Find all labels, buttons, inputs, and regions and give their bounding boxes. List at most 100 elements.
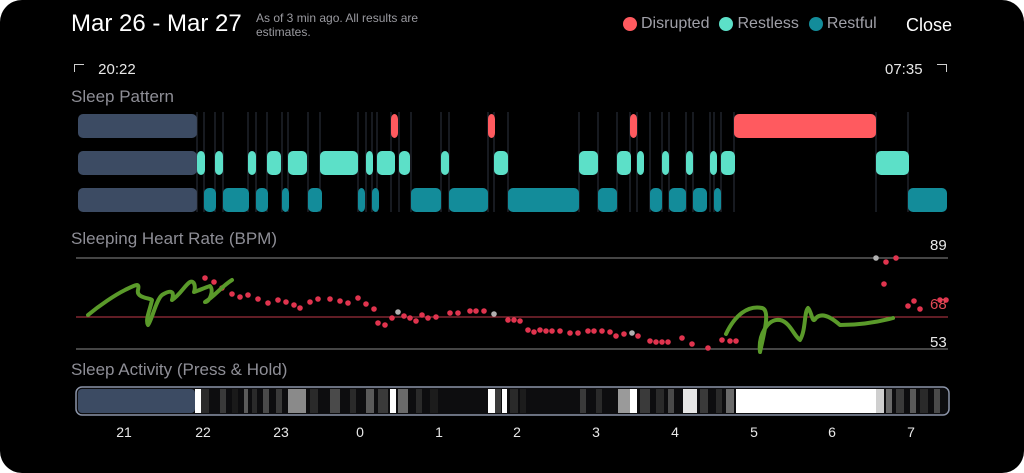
- hr-data-point: [455, 310, 461, 316]
- sleep-segment: [598, 188, 617, 212]
- sleep-segment: [714, 188, 721, 212]
- activity-slice: [934, 389, 940, 413]
- sleep-segment: [669, 188, 686, 212]
- activity-slice: [416, 389, 422, 413]
- end-bracket-icon: [936, 64, 947, 72]
- hr-data-point: [401, 313, 407, 319]
- hr-data-point: [705, 345, 711, 351]
- activity-slice: [495, 389, 501, 413]
- hr-data-point: [275, 297, 281, 303]
- start-time: 20:22: [98, 61, 136, 78]
- awake-segment: [78, 114, 197, 138]
- activity-slice: [668, 389, 674, 413]
- hr-data-point: [255, 296, 261, 302]
- sleep-segment: [358, 188, 365, 212]
- sleep-segment: [662, 151, 669, 175]
- sleep-segment: [710, 151, 717, 175]
- activity-slice: [502, 389, 507, 413]
- sleep-segment: [508, 188, 579, 212]
- hr-data-point: [419, 312, 425, 318]
- legend-label: Restless: [737, 15, 799, 32]
- hr-data-point: [467, 308, 473, 314]
- hr-data-point: [291, 302, 297, 308]
- hr-data-point: [917, 306, 923, 312]
- hr-data-point: [382, 322, 388, 328]
- restful-dot-icon: [808, 17, 823, 31]
- sleep-segment: [267, 151, 281, 175]
- heart-rate-title: Sleeping Heart Rate (BPM): [71, 229, 277, 248]
- end-time-label: 07:35: [885, 61, 947, 78]
- hr-data-point: [719, 337, 725, 343]
- activity-slice: [288, 389, 306, 413]
- hr-data-point: [473, 308, 479, 314]
- hour-tick-label: 22: [195, 424, 211, 440]
- start-bracket-icon: [74, 64, 84, 72]
- hr-data-point: [659, 339, 665, 345]
- sleep-segment: [650, 188, 662, 212]
- green-scribble-left: [86, 278, 234, 327]
- activity-slice: [244, 389, 248, 413]
- heart-rate-chart: [76, 255, 949, 351]
- hr-data-point: [613, 333, 619, 339]
- activity-slice: [232, 389, 238, 413]
- sleep-segment: [256, 188, 268, 212]
- hour-tick-label: 7: [907, 424, 915, 440]
- activity-slice: [195, 389, 201, 413]
- sleep-segment: [721, 151, 735, 175]
- end-time: 07:35: [885, 61, 923, 78]
- hr-data-point: [371, 306, 377, 312]
- sleep-segment: [876, 151, 909, 175]
- hr-data-point: [733, 338, 739, 344]
- hr-data-point: [389, 315, 395, 321]
- sleep-pattern-title: Sleep Pattern: [71, 87, 175, 106]
- hr-data-point: [937, 297, 943, 303]
- activity-slice: [736, 389, 876, 413]
- sleep-segment: [494, 151, 508, 175]
- hr-avg-label: 68: [930, 296, 947, 313]
- hr-data-point: [481, 308, 487, 314]
- sleep-segment: [579, 151, 598, 175]
- hr-data-point: [407, 315, 413, 321]
- sleep-segment: [372, 188, 379, 212]
- hr-data-point: [665, 339, 671, 345]
- hr-data-point: [599, 328, 605, 334]
- sleep-segment: [637, 151, 644, 175]
- hr-data-point: [557, 328, 563, 334]
- hr-data-point: [297, 305, 303, 311]
- hr-data-point: [575, 330, 581, 336]
- hr-data-point: [447, 310, 453, 316]
- activity-slice: [330, 389, 340, 413]
- hour-tick-label: 1: [435, 424, 443, 440]
- activity-slice: [726, 389, 734, 413]
- hr-data-point: [905, 303, 911, 309]
- activity-slice: [920, 389, 928, 413]
- hr-data-point: [245, 292, 251, 298]
- hr-data-point: [635, 333, 641, 339]
- activity-awake-block: [78, 389, 195, 413]
- hour-tick-label: 2: [513, 424, 521, 440]
- sleep-segment: [215, 151, 223, 175]
- activity-slice: [683, 389, 697, 413]
- hr-data-point: [413, 318, 419, 324]
- legend-label: Disrupted: [641, 15, 710, 32]
- sleep-segment: [223, 188, 249, 212]
- hr-data-point: [433, 314, 439, 320]
- date-range-title: Mar 26 - Mar 27: [71, 10, 242, 37]
- activity-slice: [220, 389, 226, 413]
- sleep-segment: [908, 188, 947, 212]
- hr-data-point: [629, 330, 635, 336]
- hr-data-point: [345, 300, 351, 306]
- hr-data-point: [355, 295, 361, 301]
- handwritten-annotation: [86, 278, 895, 354]
- hr-data-point: [883, 259, 889, 265]
- close-button[interactable]: Close: [906, 15, 953, 35]
- sleep-segment: [366, 151, 373, 175]
- hr-min-label: 53: [930, 334, 947, 351]
- legend-label: Restful: [826, 15, 877, 32]
- legend-disrupted: Disrupted: [623, 15, 709, 33]
- sleep-segment: [617, 151, 631, 175]
- hr-data-point: [395, 309, 401, 315]
- green-scribble-right: [724, 305, 895, 354]
- activity-slice: [716, 389, 722, 413]
